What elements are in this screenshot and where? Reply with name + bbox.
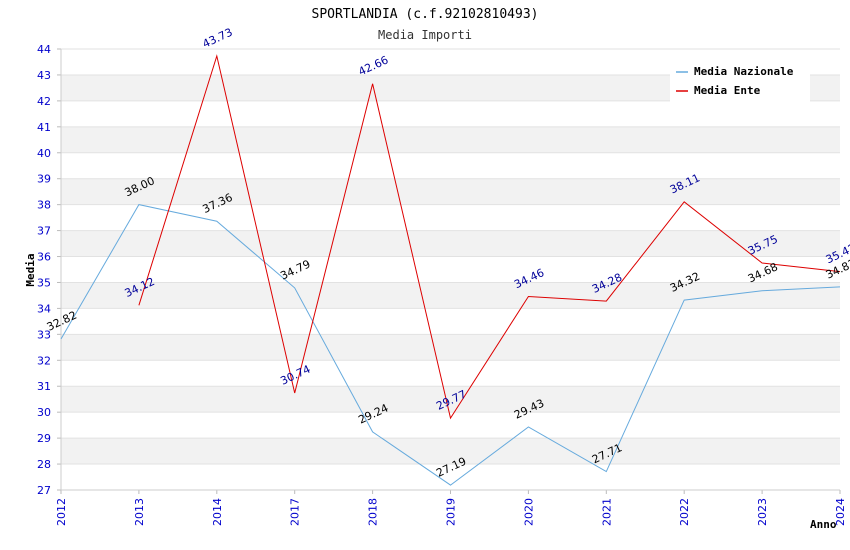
x-tick-label: 2013: [133, 498, 146, 526]
y-tick-label: 36: [37, 251, 51, 264]
grid-band: [61, 126, 840, 153]
y-tick-label: 42: [37, 95, 51, 108]
y-tick-label: 37: [37, 225, 51, 238]
x-tick-label: 2023: [756, 498, 769, 526]
grid-band: [61, 334, 840, 361]
y-tick-label: 40: [37, 147, 51, 160]
data-label-ente: 43.73: [201, 26, 235, 51]
series-line-nazionale: [60, 204, 841, 486]
y-tick-label: 29: [37, 432, 51, 445]
y-tick-label: 35: [37, 276, 51, 289]
grid-band: [61, 438, 840, 465]
y-tick-label: 33: [37, 328, 51, 341]
y-tick-label: 31: [37, 380, 51, 393]
x-tick-label: 2012: [55, 498, 68, 526]
y-tick-label: 34: [37, 302, 51, 315]
x-tick-labels: 2012 2013 2014 2017 2018 2019 2020 2021 2022 2023…: [55, 498, 847, 526]
y-tick-labels: 27 28 29 30 31 32 33 34 35 36 37 38 39 40 41 42 43 44: [37, 43, 51, 497]
grid-lines: [57, 48, 841, 494]
data-label-nazionale: 34.79: [278, 258, 312, 283]
legend: Media Nazionale Media Ente: [670, 60, 810, 102]
y-tick-label: 38: [37, 199, 51, 212]
y-axis-label: Media: [24, 253, 37, 286]
x-tick-label: 2019: [445, 498, 458, 526]
x-tick-label: 2017: [289, 498, 302, 526]
chart-subtitle: Media Importi: [378, 28, 472, 42]
grid-band: [61, 178, 840, 205]
x-axis-label: Anno: [810, 518, 837, 531]
data-label-ente: 30.74: [278, 363, 312, 388]
chart-title: SPORTLANDIA (c.f.92102810493): [312, 7, 539, 22]
y-tick-label: 41: [37, 121, 51, 134]
x-tick-label: 2020: [522, 498, 535, 526]
y-tick-label: 39: [37, 173, 51, 186]
grid-band: [61, 230, 840, 257]
y-tick-label: 30: [37, 406, 51, 419]
grid-bands: [61, 74, 840, 465]
x-tick-label: 2021: [600, 498, 613, 526]
series-lines: [60, 54, 841, 486]
y-tick-label: 44: [37, 43, 51, 56]
grid-band: [61, 386, 840, 413]
data-label-nazionale: 34.68: [746, 260, 780, 285]
y-tick-label: 43: [37, 69, 51, 82]
grid-band: [61, 282, 840, 309]
x-tick-label: 2018: [367, 498, 380, 526]
x-tick-label: 2024: [834, 498, 847, 526]
y-tick-label: 27: [37, 484, 51, 497]
legend-label-nazionale: Media Nazionale: [694, 65, 794, 78]
x-tick-label: 2022: [678, 498, 691, 526]
x-tick-label: 2014: [211, 498, 224, 526]
series-line-ente: [138, 54, 841, 420]
y-tick-label: 28: [37, 458, 51, 471]
y-tick-label: 32: [37, 354, 51, 367]
legend-label-ente: Media Ente: [694, 84, 761, 97]
legend-box: [670, 60, 810, 102]
